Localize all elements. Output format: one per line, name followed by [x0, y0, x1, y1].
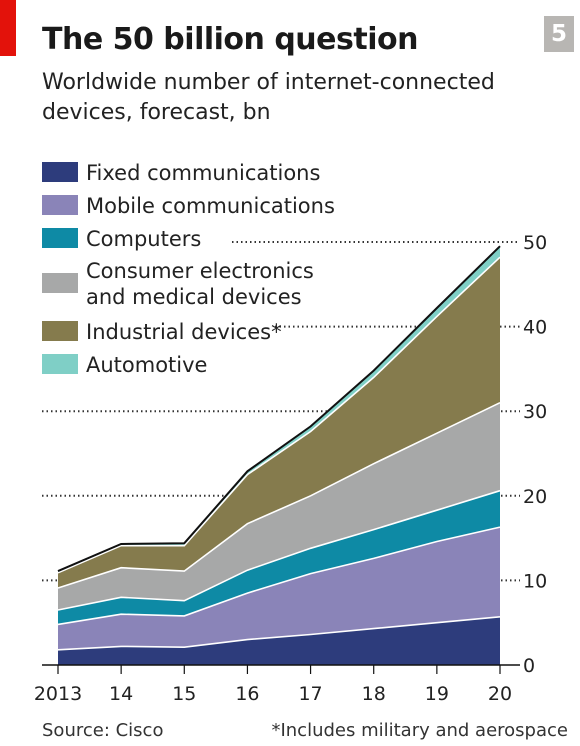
legend-item: Industrial devices* — [42, 320, 282, 344]
y-tick-label: 20 — [523, 486, 547, 508]
x-tick-label: 19 — [425, 683, 449, 705]
x-tick-label: 15 — [172, 683, 196, 705]
chart-title: The 50 billion question — [42, 22, 418, 57]
chart-subtitle: Worldwide number of internet-connected d… — [42, 70, 495, 125]
series-separator-1 — [57, 526, 501, 626]
legend-swatch — [42, 195, 78, 215]
x-tick-label: 14 — [109, 683, 133, 705]
legend-item: Automotive — [42, 353, 207, 377]
x-tick-label: 18 — [362, 683, 386, 705]
y-tick-label: 0 — [523, 655, 535, 677]
legend-item: Mobile communications — [42, 194, 335, 218]
red-accent-tab — [0, 0, 16, 56]
series-separator-2 — [57, 489, 501, 611]
legend-swatch — [42, 321, 78, 341]
legend-swatch — [42, 162, 78, 182]
x-tick-label: 16 — [235, 683, 259, 705]
area-consumer-electronics-and-medical-devices — [58, 402, 500, 610]
legend-label: Consumer electronics and medical devices — [86, 259, 314, 309]
y-tick-label: 50 — [523, 232, 547, 254]
stacked-area-chart: 2013 14 15 16 17 18 19 20 0 10 20 30 40 50 Fixed commu… — [34, 161, 547, 705]
total-line — [57, 245, 501, 573]
legend-swatch — [42, 273, 78, 293]
legend-label: Computers — [86, 227, 201, 251]
chart-number-badge: 5 — [544, 16, 574, 52]
area-fixed-communications — [58, 616, 500, 665]
area-mobile-communications — [58, 527, 500, 650]
legend-label: Mobile communications — [86, 194, 335, 218]
legend-swatch — [42, 354, 78, 374]
series-separator-0 — [57, 616, 501, 651]
y-tick-label: 30 — [523, 401, 547, 423]
legend-label: Fixed communications — [86, 161, 320, 185]
legend-item: Consumer electronics and medical devices — [42, 259, 314, 309]
y-tick-label: 40 — [523, 317, 547, 339]
x-tick-label: 17 — [298, 683, 322, 705]
series-separator-4 — [57, 256, 501, 574]
x-tick-label: 2013 — [34, 683, 82, 705]
legend-swatch — [42, 228, 78, 248]
area-industrial-devices — [58, 257, 500, 588]
area-computers — [58, 490, 500, 625]
legend-label: Industrial devices* — [86, 320, 282, 344]
legend-item: Fixed communications — [42, 161, 320, 185]
footnote: *Includes military and aerospace — [271, 720, 568, 741]
series-separator-3 — [57, 401, 501, 589]
y-tick-label: 10 — [523, 570, 547, 592]
x-tick-label: 20 — [488, 683, 512, 705]
legend-item: Computers — [42, 227, 201, 251]
legend-label: Automotive — [86, 353, 207, 377]
source-note: Source: Cisco — [42, 720, 164, 741]
